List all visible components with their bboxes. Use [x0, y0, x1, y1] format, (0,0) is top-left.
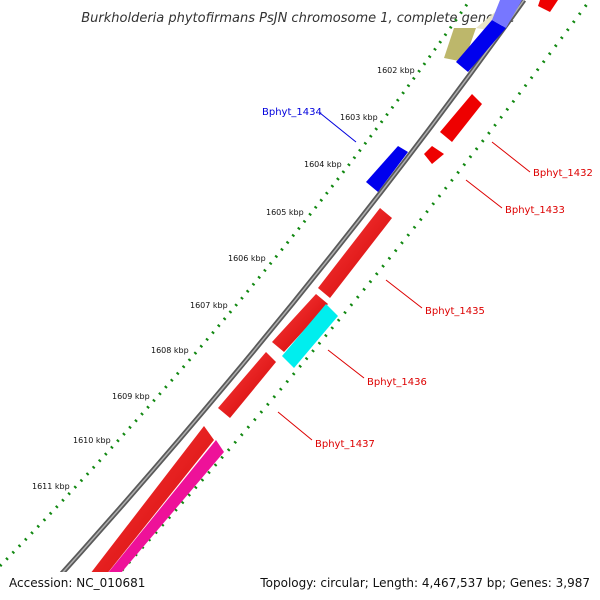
feature-magenta-bottom[interactable] — [86, 440, 224, 600]
chromosome-backbone — [36, 0, 527, 600]
gene-label-bphyt-1434[interactable]: Bphyt_1434 — [262, 107, 322, 118]
gene-bphyt-1435[interactable] — [272, 208, 392, 352]
tick-label-1604: 1604 kbp — [304, 160, 342, 169]
gene-bphyt-1433[interactable] — [424, 146, 444, 164]
genome-summary-text: Topology: circular; Length: 4,467,537 bp… — [259, 576, 590, 590]
tick-label-1611: 1611 kbp — [32, 482, 70, 491]
tick-labels: 1602 kbp 1603 kbp 1604 kbp 1605 kbp 1606… — [32, 66, 415, 491]
gene-bphyt-1436[interactable] — [282, 304, 338, 368]
gene-bphyt-1437[interactable] — [218, 352, 276, 418]
gene-bphyt-1432[interactable] — [440, 94, 482, 142]
scale-track — [0, 0, 472, 568]
inner-track — [93, 0, 592, 600]
feature-blue-top[interactable] — [456, 0, 522, 72]
gene-label-bphyt-1437[interactable]: Bphyt_1437 — [315, 439, 375, 450]
feature-red-bottom[interactable] — [70, 426, 214, 600]
gene-label-bphyt-1433[interactable]: Bphyt_1433 — [505, 205, 565, 216]
tick-label-1606: 1606 kbp — [228, 254, 266, 263]
map-title: Burkholderia phytofirmans PsJN chromosom… — [81, 11, 515, 26]
feature-red-top[interactable] — [538, 0, 558, 12]
tick-label-1610: 1610 kbp — [73, 436, 111, 445]
tick-label-1602: 1602 kbp — [377, 66, 415, 75]
tick-label-1607: 1607 kbp — [190, 301, 228, 310]
tick-label-1605: 1605 kbp — [266, 208, 304, 217]
gene-label-bphyt-1432[interactable]: Bphyt_1432 — [533, 168, 593, 179]
accession-text: Accession: NC_010681 — [9, 576, 145, 590]
gene-bphyt-1434[interactable] — [366, 146, 408, 192]
tick-label-1609: 1609 kbp — [112, 392, 150, 401]
tick-label-1603: 1603 kbp — [340, 113, 378, 122]
tick-label-1608: 1608 kbp — [151, 346, 189, 355]
gene-label-bphyt-1435[interactable]: Bphyt_1435 — [425, 306, 485, 317]
gene-label-bphyt-1436[interactable]: Bphyt_1436 — [367, 377, 427, 388]
